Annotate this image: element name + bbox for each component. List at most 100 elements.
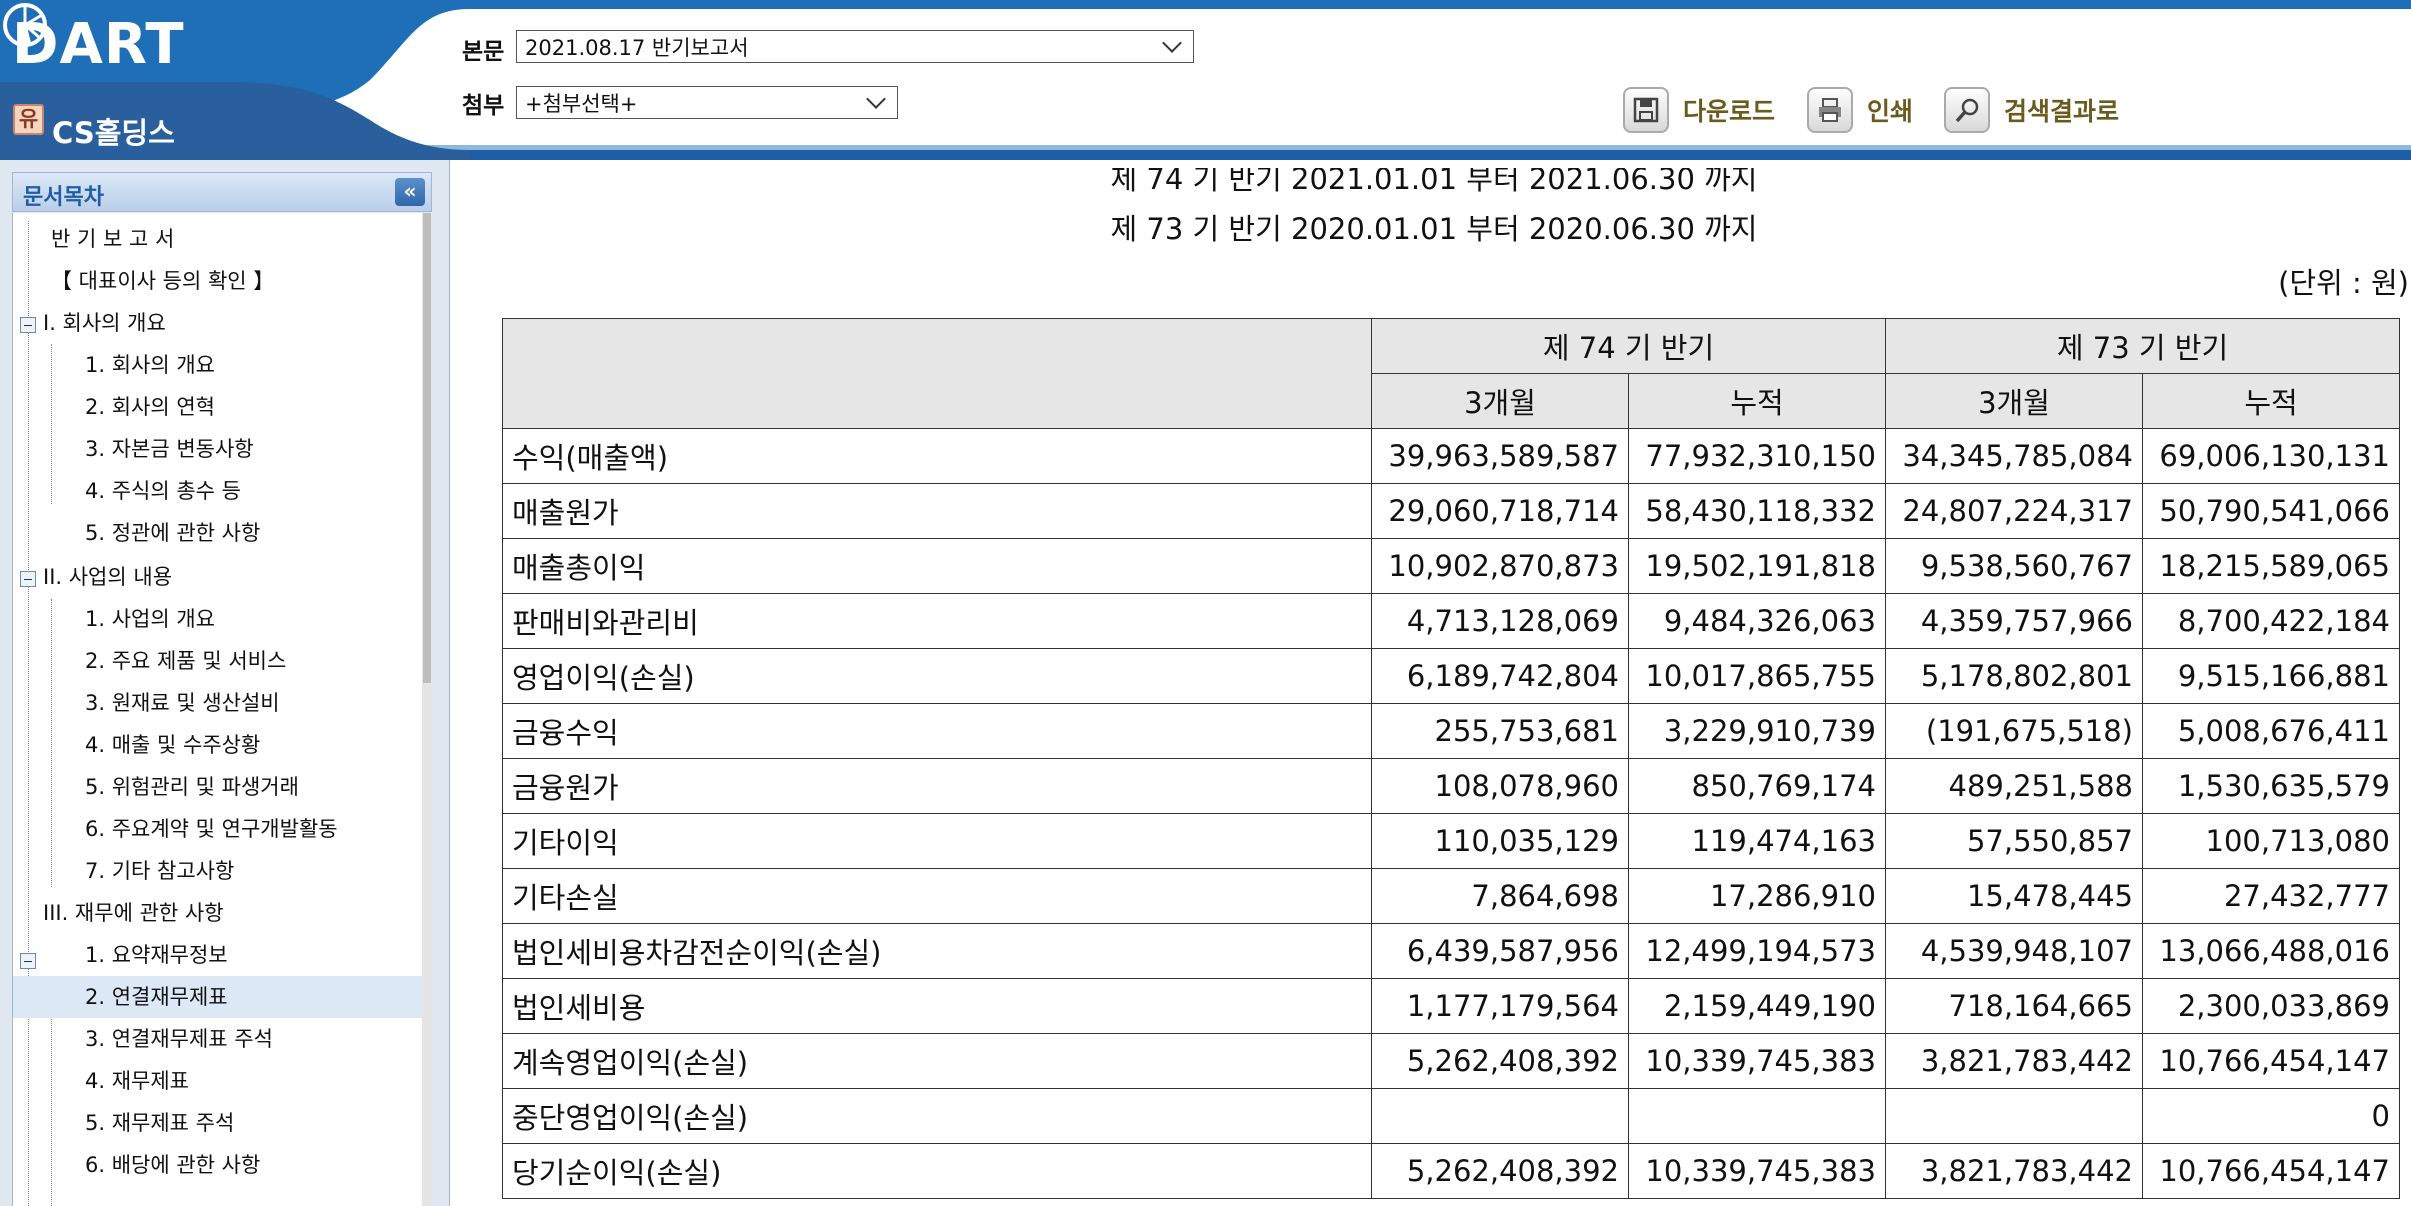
collapse-minus-icon[interactable] (20, 317, 36, 333)
tree-connector (51, 599, 52, 887)
dart-sun-icon (3, 3, 47, 47)
printer-icon (1807, 87, 1853, 133)
toc-item-2-2[interactable]: 2. 주요 제품 및 서비스 (13, 640, 423, 682)
toc-item-label: 6. 주요계약 및 연구개발활동 (85, 817, 338, 841)
row-label: 기타손실 (502, 868, 1372, 924)
toc-item-label: II. 사업의 내용 (43, 565, 173, 589)
toc-item-2-7[interactable]: 7. 기타 참고사항 (13, 850, 423, 892)
table-cell-value: 718,164,665 (1885, 978, 2143, 1034)
brand-panel: DART 유 CS홀딩스 (0, 0, 470, 160)
table-cell-value: 39,963,589,587 (1371, 428, 1629, 484)
table-header-period: 제 73 기 반기 (1885, 318, 2400, 374)
toc-item-3-2[interactable]: 2. 연결재무제표 (13, 976, 423, 1018)
table-cell-value: 3,229,910,739 (1628, 703, 1886, 759)
table-cell-value: 4,539,948,107 (1885, 923, 2143, 979)
document-viewer: 제 74 기 반기 2021.01.01 부터 2021.06.30 까지 제 … (457, 168, 2411, 1206)
table-cell-value: 9,538,560,767 (1885, 538, 2143, 594)
toc-item-label: 6. 배당에 관한 사항 (85, 1153, 261, 1177)
toc-item-2-5[interactable]: 5. 위험관리 및 파생거래 (13, 766, 423, 808)
toc-item-label: 1. 요약재무정보 (85, 943, 228, 967)
collapse-minus-icon[interactable] (20, 953, 36, 969)
table-cell-value: 10,339,745,383 (1628, 1143, 1886, 1199)
toc-item-3-6[interactable]: 6. 배당에 관한 사항 (13, 1144, 423, 1186)
toc-item-label: 【 대표이사 등의 확인 】 (51, 269, 275, 293)
toc-item-ceo-confirmation[interactable]: 【 대표이사 등의 확인 】 (13, 260, 423, 302)
table-cell-value: 18,215,589,065 (2142, 538, 2400, 594)
row-label: 판매비와관리비 (502, 593, 1372, 649)
download-button[interactable]: 다운로드 (1623, 87, 1775, 133)
table-row: 중단영업이익(손실) 0 (502, 1088, 2400, 1144)
attach-select[interactable]: +첨부선택+ (516, 86, 898, 119)
toc-item-section-2[interactable]: II. 사업의 내용 (13, 556, 423, 598)
row-label: 금융원가 (502, 758, 1372, 814)
toc-item-1-4[interactable]: 4. 주식의 총수 등 (13, 470, 423, 512)
print-label: 인쇄 (1867, 97, 1914, 126)
collapse-sidebar-button[interactable]: « (395, 178, 425, 206)
toc-item-label: 2. 회사의 연혁 (85, 395, 215, 419)
table-cell-value: 17,286,910 (1628, 868, 1886, 924)
toc-item-label: I. 회사의 개요 (43, 311, 166, 335)
table-cell-value: 27,432,777 (2142, 868, 2400, 924)
table-cell-value: 1,177,179,564 (1371, 978, 1629, 1034)
toc-item-section-1[interactable]: I. 회사의 개요 (13, 302, 423, 344)
table-cell-value: 2,300,033,869 (2142, 978, 2400, 1034)
table-header-period: 제 74 기 반기 (1371, 318, 1886, 374)
print-button[interactable]: 인쇄 (1807, 87, 1913, 133)
main-doc-select-value: 2021.08.17 반기보고서 (525, 35, 749, 60)
toc-scrollbar[interactable] (422, 213, 432, 1206)
toc-item-1-5[interactable]: 5. 정관에 관한 사항 (13, 512, 423, 554)
toc-item-2-3[interactable]: 3. 원재료 및 생산설비 (13, 682, 423, 724)
collapse-minus-icon[interactable] (20, 571, 36, 587)
back-to-search-button[interactable]: 검색결과로 (1944, 87, 2119, 133)
period-prior: 제 73 기 반기 2020.01.01 부터 2020.06.30 까지 (1110, 212, 1758, 246)
toc-item-1-1[interactable]: 1. 회사의 개요 (13, 344, 423, 386)
row-label: 수익(매출액) (502, 428, 1372, 484)
toc-item-report[interactable]: 반 기 보 고 서 (13, 218, 423, 260)
dart-logo[interactable]: DART (12, 12, 185, 77)
toc-scrollbar-thumb[interactable] (423, 213, 431, 683)
toc-item-1-3[interactable]: 3. 자본금 변동사항 (13, 428, 423, 470)
row-label: 법인세비용차감전순이익(손실) (502, 923, 1372, 979)
toc-item-3-1[interactable]: 1. 요약재무정보 (13, 934, 423, 976)
table-header-blank (502, 318, 1372, 429)
main-doc-label: 본문 (462, 39, 505, 65)
table-row: 매출총이익 10,902,870,873 19,502,191,818 9,538,5… (502, 538, 2400, 594)
tree-connector (51, 981, 52, 1206)
table-cell-value: 13,066,488,016 (2142, 923, 2400, 979)
row-label: 기타이익 (502, 813, 1372, 869)
table-cell-value: 5,008,676,411 (2142, 703, 2400, 759)
company-type-badge: 유 (13, 104, 44, 135)
table-cell-value: 4,713,128,069 (1371, 593, 1629, 649)
table-cell-value: 6,189,742,804 (1371, 648, 1629, 704)
table-subheader-row: 3개월 누적 3개월 누적 (503, 373, 2400, 429)
table-cell-value: 255,753,681 (1371, 703, 1629, 759)
toc-item-label: 4. 재무제표 (85, 1069, 189, 1093)
toc-item-3-4[interactable]: 4. 재무제표 (13, 1060, 423, 1102)
toc-item-2-6[interactable]: 6. 주요계약 및 연구개발활동 (13, 808, 423, 850)
table-cell-value: 50,790,541,066 (2142, 483, 2400, 539)
unit-label: (단위 : 원) (2278, 266, 2409, 300)
table-cell-value: 1,530,635,579 (2142, 758, 2400, 814)
table-cell-value: 4,359,757,966 (1885, 593, 2143, 649)
main-doc-select[interactable]: 2021.08.17 반기보고서 (516, 30, 1194, 63)
table-cell-value: 0 (2142, 1088, 2400, 1144)
toc-item-3-3[interactable]: 3. 연결재무제표 주석 (13, 1018, 423, 1060)
header-bar: DART 유 CS홀딩스 본문 2021.08.17 반기보고서 첨부 +첨부선… (0, 0, 2411, 160)
table-cell-value: 110,035,129 (1371, 813, 1629, 869)
table-row: 매출원가 29,060,718,714 58,430,118,332 24,807,2… (502, 483, 2400, 539)
table-row: 계속영업이익(손실) 5,262,408,392 10,339,745,383 3,8… (502, 1033, 2400, 1089)
table-cell-value: 3,821,783,442 (1885, 1143, 2143, 1199)
table-cell-value: 7,864,698 (1371, 868, 1629, 924)
toc-item-2-1[interactable]: 1. 사업의 개요 (13, 598, 423, 640)
table-cell-value: 489,251,588 (1885, 758, 2143, 814)
toc-item-1-2[interactable]: 2. 회사의 연혁 (13, 386, 423, 428)
toc-item-2-4[interactable]: 4. 매출 및 수주상황 (13, 724, 423, 766)
table-cell-value: 10,017,865,755 (1628, 648, 1886, 704)
toc-item-label: 5. 위험관리 및 파생거래 (85, 775, 299, 799)
header-divider-light (0, 145, 2411, 150)
row-label: 법인세비용 (502, 978, 1372, 1034)
toc-item-section-3[interactable]: III. 재무에 관한 사항 (13, 892, 423, 934)
row-label: 계속영업이익(손실) (502, 1033, 1372, 1089)
toc-item-3-5[interactable]: 5. 재무제표 주석 (13, 1102, 423, 1144)
table-cell-value: 5,262,408,392 (1371, 1143, 1629, 1199)
